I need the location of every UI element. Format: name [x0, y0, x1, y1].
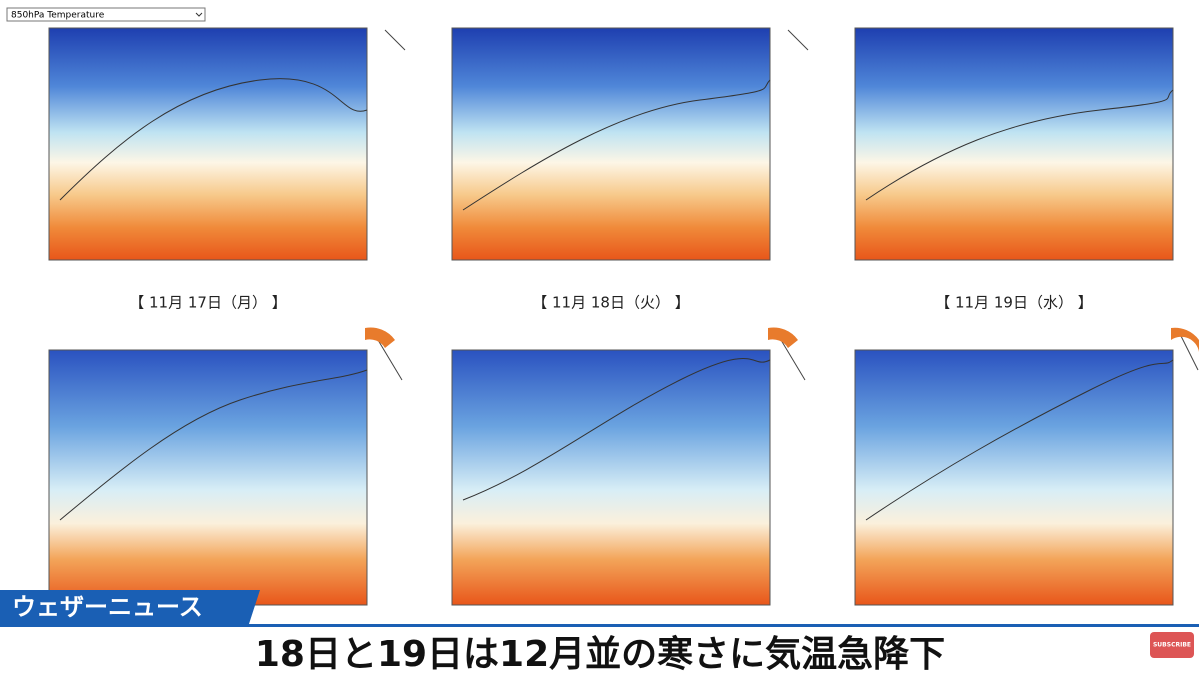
dropdown[interactable]	[6, 7, 206, 22]
subscribe-button[interactable]	[1150, 632, 1194, 658]
coastline	[59, 78, 1174, 211]
color-scale	[365, 327, 395, 348]
subscribe-text: SUBSCRIBE	[1153, 642, 1191, 649]
headline: 18日と19日は12月並の寒さに気温急降下	[255, 634, 945, 675]
color-scale	[768, 327, 798, 348]
weather-map	[48, 349, 368, 606]
date-label: 【 11月 18日（火） 】	[532, 294, 689, 312]
caption-bar	[0, 626, 1199, 682]
dropdown-text: 850hPa Temperature	[11, 11, 105, 21]
weather-map	[48, 27, 368, 261]
maps	[48, 27, 1199, 606]
dropdown-arrow	[195, 12, 203, 17]
weather-map	[854, 349, 1174, 606]
weather-map	[854, 27, 1174, 261]
scale-edge	[371, 29, 1199, 381]
color-scale	[1171, 327, 1199, 352]
coastline	[59, 358, 1174, 521]
weather-map	[451, 349, 771, 606]
date-label: 【 11月 19日（水） 】	[935, 294, 1092, 312]
caption-rule	[0, 624, 1199, 627]
weather-map	[451, 27, 771, 261]
brand-box	[0, 590, 260, 627]
brand: ウェザーニュース	[12, 593, 203, 621]
date-label: 【 11月 17日（月） 】	[129, 294, 286, 312]
